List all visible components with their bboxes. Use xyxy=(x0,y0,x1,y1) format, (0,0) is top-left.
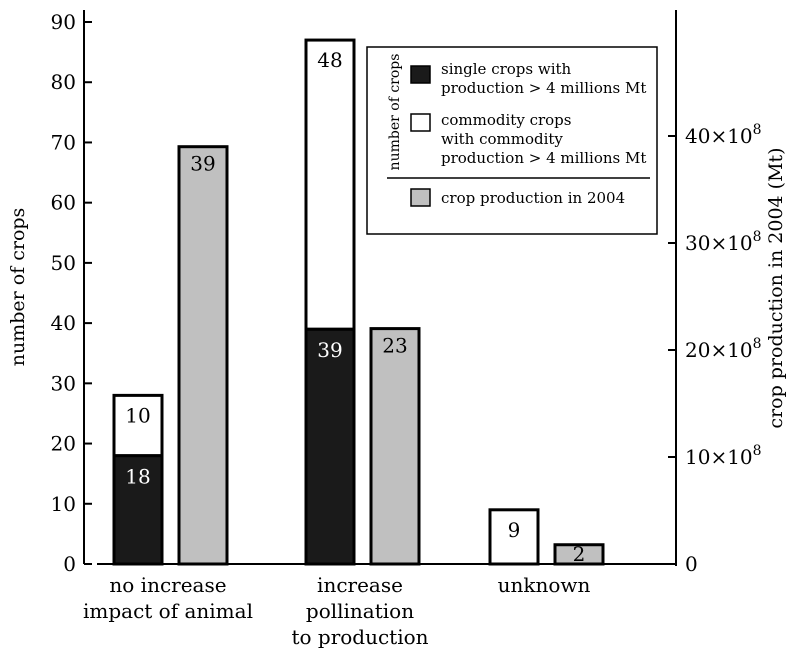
bar-value-label: 48 xyxy=(317,48,342,72)
right-tick-exponent: 8 xyxy=(753,443,762,459)
left-tick-label: 70 xyxy=(51,130,76,154)
bar-value-label: 10 xyxy=(125,403,150,427)
right-tick-exponent: 8 xyxy=(753,229,762,245)
bar-production xyxy=(553,543,605,566)
legend-entry-label: crop production in 2004 xyxy=(441,189,625,207)
right-tick-mantissa: 10×10 xyxy=(685,445,753,469)
legend-entry-label: commodity crops xyxy=(441,111,571,129)
left-tick-label: 30 xyxy=(51,371,76,395)
bar-production xyxy=(369,327,421,566)
bar-crops xyxy=(112,393,164,458)
right-tick-mantissa: 40×10 xyxy=(685,124,753,148)
right-tick-label: 0 xyxy=(685,552,698,576)
right-tick-label: 30×108 xyxy=(685,229,762,255)
category-label: increase xyxy=(317,573,403,597)
right-tick-label: 10×108 xyxy=(685,443,762,469)
right-tick-exponent: 8 xyxy=(753,122,762,138)
right-tick-mantissa: 30×10 xyxy=(685,231,753,255)
right-tick-mantissa: 20×10 xyxy=(685,338,753,362)
legend-swatch xyxy=(410,113,431,132)
legend-swatch xyxy=(410,65,431,84)
category-label: to production xyxy=(291,625,428,649)
right-tick-label: 40×108 xyxy=(685,122,762,148)
bar-crops xyxy=(304,38,356,331)
left-tick-label: 40 xyxy=(51,311,76,335)
bar-value-label: 2 xyxy=(573,542,586,566)
legend-entry-label: single crops with xyxy=(441,60,572,78)
left-tick-label: 20 xyxy=(51,432,76,456)
left-tick-label: 10 xyxy=(51,492,76,516)
legend-entry-label: production > 4 millions Mt xyxy=(441,79,646,97)
right-axis-title: crop production in 2004 (Mt) xyxy=(765,147,787,428)
bar-value-label: 39 xyxy=(190,152,215,176)
bar-value-label: 23 xyxy=(382,334,407,358)
left-tick-label: 0 xyxy=(63,552,76,576)
bars xyxy=(112,38,605,566)
left-tick-label: 90 xyxy=(51,10,76,34)
legend-group-title: number of crops xyxy=(387,54,403,171)
category-label: impact of animal xyxy=(83,599,253,623)
bar-value-label: 18 xyxy=(125,465,150,489)
legend-swatch xyxy=(410,188,431,207)
bar-crops xyxy=(304,327,356,566)
right-tick-mantissa: 0 xyxy=(685,552,698,576)
bar-value-label: 39 xyxy=(317,338,342,362)
right-tick-label: 20×108 xyxy=(685,336,762,362)
legend-entry-label: with commodity xyxy=(441,130,563,148)
axes: 0 10 20 30 40 50 60 70 80 90 number of crops 0 10×10… xyxy=(7,10,787,576)
bar-value-label: 9 xyxy=(508,518,521,542)
legend: number of crops single crops withproducti… xyxy=(366,46,658,235)
left-tick-label: 60 xyxy=(51,191,76,215)
left-tick-label: 50 xyxy=(51,251,76,275)
category-label: unknown xyxy=(498,573,591,597)
category-label: pollination xyxy=(306,599,414,623)
left-tick-label: 80 xyxy=(51,70,76,94)
bar-crops xyxy=(488,508,540,566)
bar-production xyxy=(177,145,229,566)
right-tick-exponent: 8 xyxy=(753,336,762,352)
legend-entry-label: production > 4 millions Mt xyxy=(441,149,646,167)
category-label: no increase xyxy=(109,573,226,597)
left-axis-title: number of crops xyxy=(7,208,29,367)
